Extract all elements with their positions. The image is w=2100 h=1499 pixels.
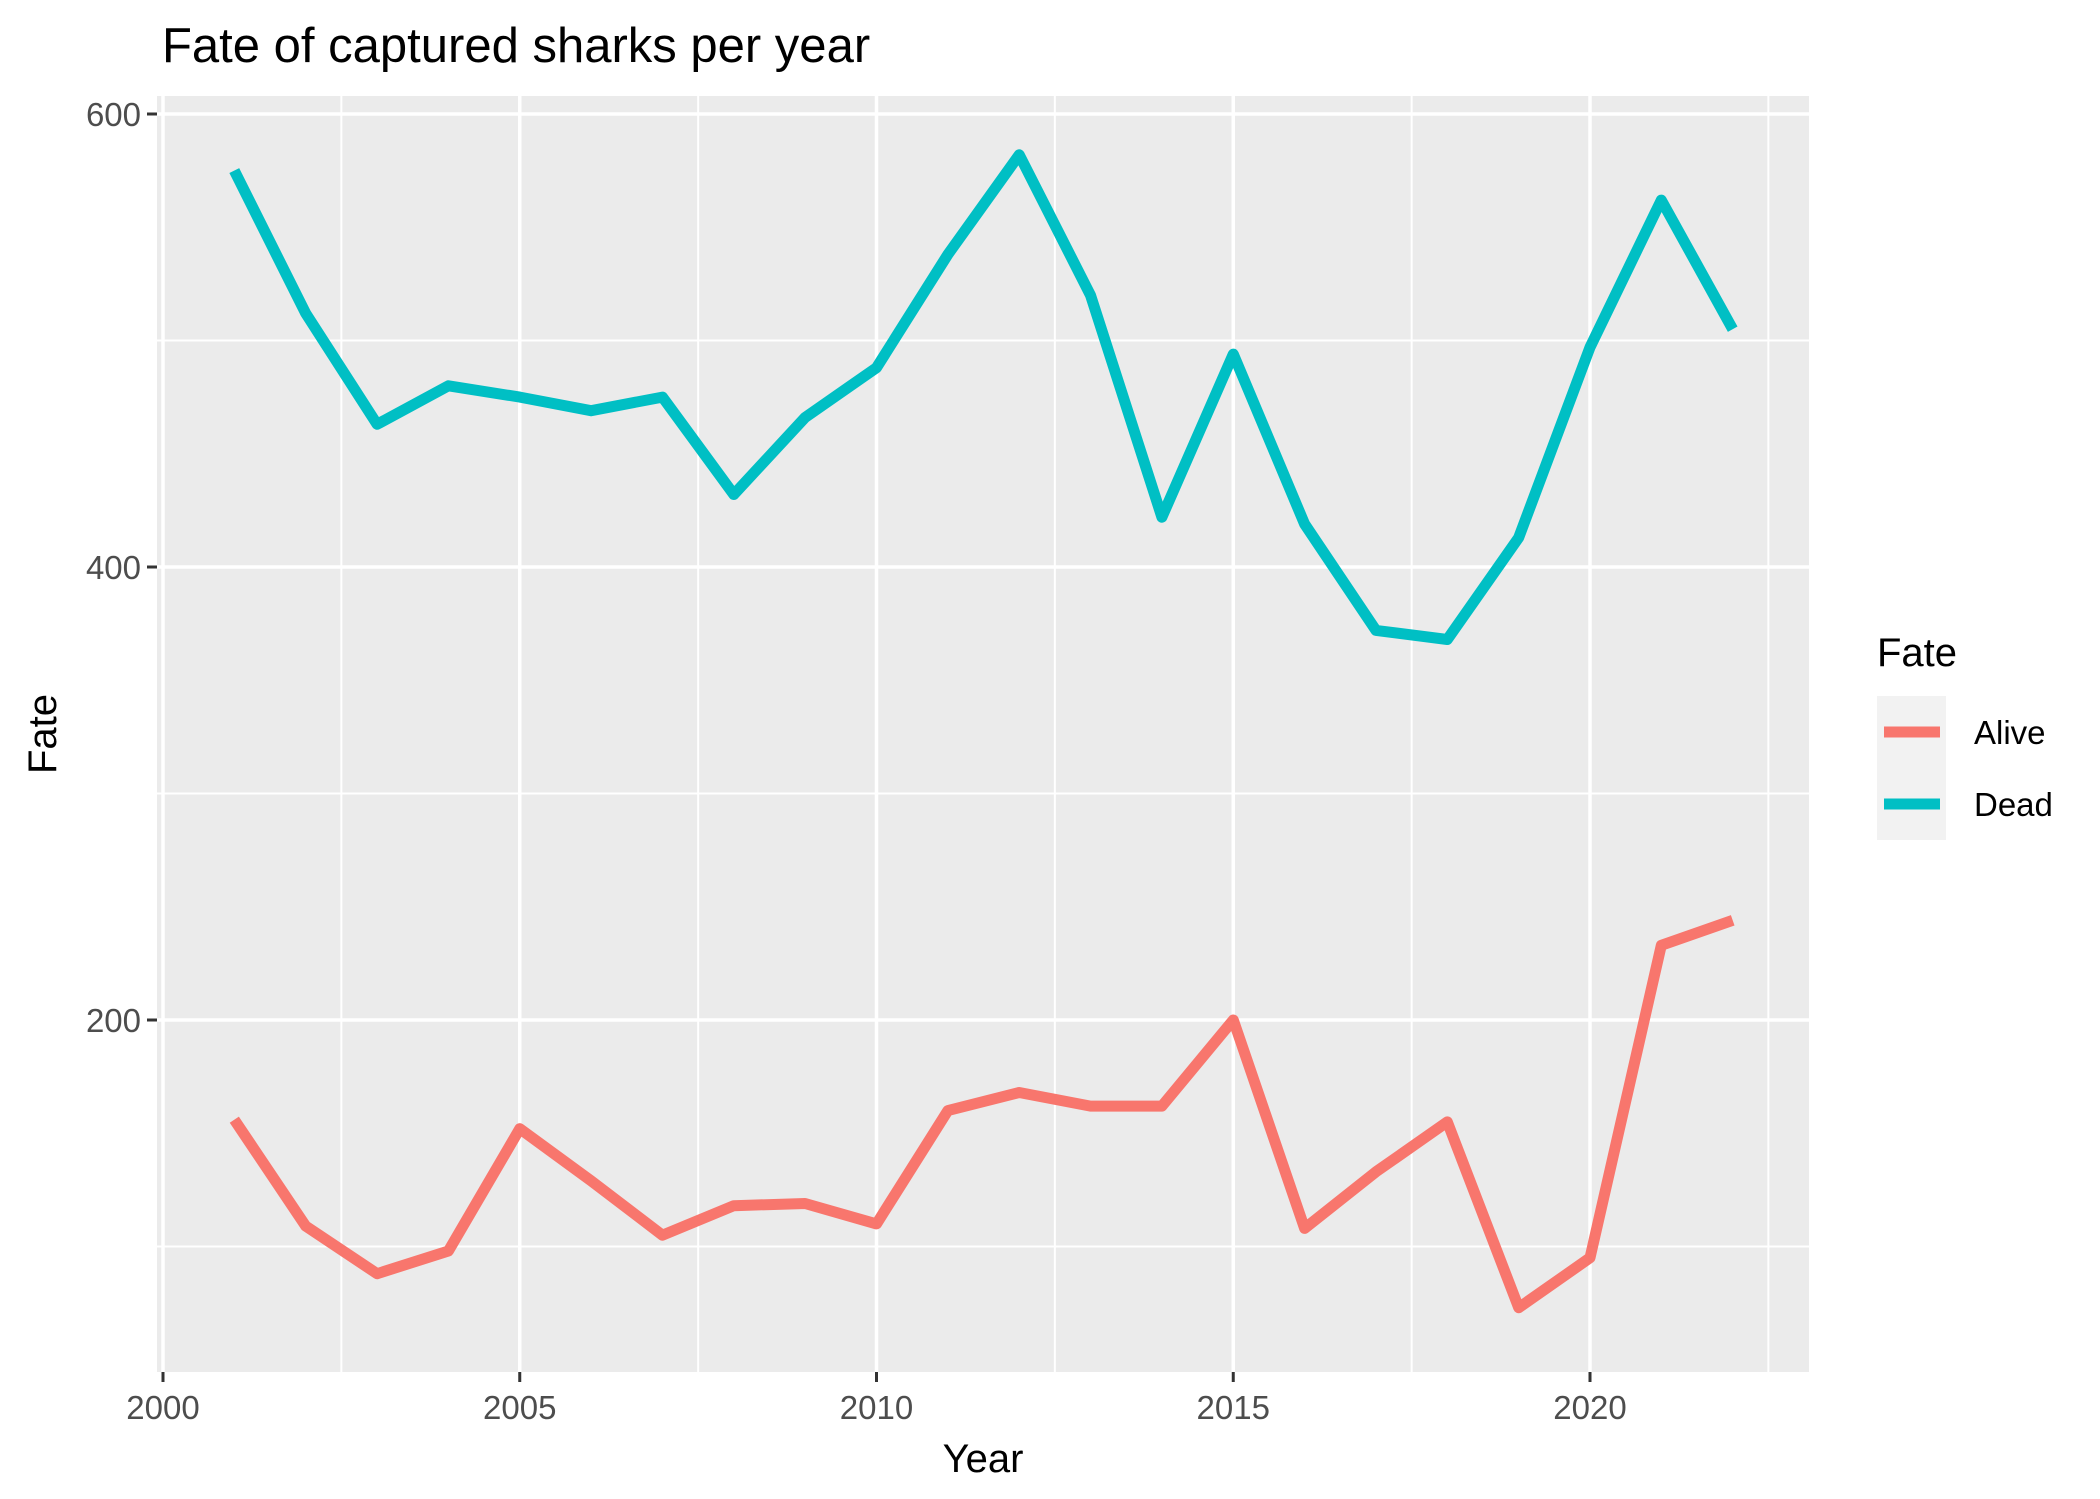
x-tick-label: 2000: [126, 1389, 199, 1426]
series-line-alive: [229, 915, 1735, 1314]
legend-key-background: [1877, 696, 1946, 840]
axis-ticks: [147, 112, 1592, 1382]
x-tick-label: 2010: [840, 1389, 913, 1426]
x-tick-label: 2005: [483, 1389, 556, 1426]
y-tick-label: 600: [86, 96, 141, 133]
x-tick-label: 2015: [1197, 1389, 1270, 1426]
x-axis-title: Year: [943, 1437, 1024, 1481]
legend-label-dead: Dead: [1974, 786, 2053, 823]
legend-items: Alive Dead: [1877, 696, 2053, 840]
legend: Fate Alive Dead: [1877, 631, 2053, 840]
y-tick-label: 400: [86, 549, 141, 586]
minor-gridlines: [157, 96, 1809, 1372]
legend-label-alive: Alive: [1974, 714, 2046, 751]
series-line-dead: [229, 149, 1738, 645]
major-gridlines: [157, 96, 1809, 1372]
y-axis-title: Fate: [21, 694, 65, 774]
series-lines: [229, 149, 1738, 1314]
plot-panel: [157, 96, 1809, 1372]
x-tick-label: 2020: [1553, 1389, 1626, 1426]
legend-title: Fate: [1877, 631, 1957, 675]
chart-title: Fate of captured sharks per year: [162, 19, 870, 73]
y-tick-label: 200: [86, 1002, 141, 1039]
tick-labels: 2000 2005 2010 2015 2020 200 400 600: [86, 96, 1627, 1426]
